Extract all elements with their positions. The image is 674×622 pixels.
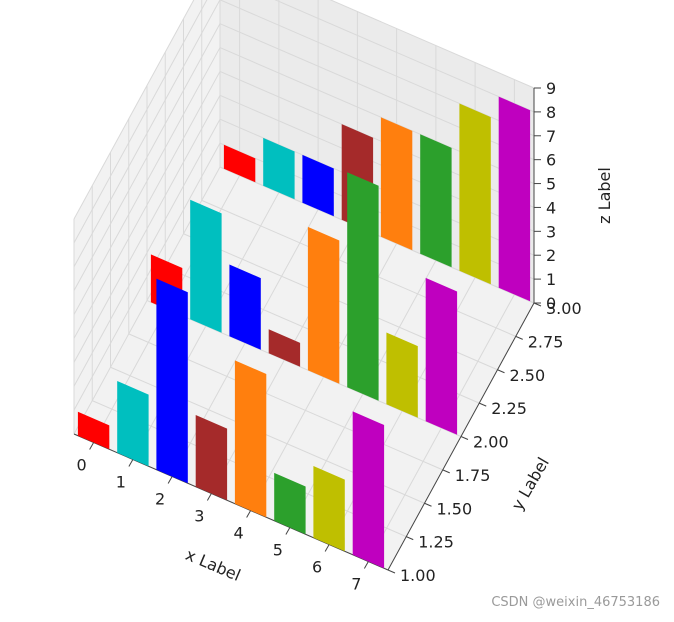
y-tick-label: 2.25 — [491, 399, 527, 418]
y-tick-label: 1.75 — [455, 466, 491, 485]
z-axis-label: z Label — [595, 167, 614, 224]
x-tick-mark — [324, 544, 330, 552]
bar — [274, 472, 306, 535]
bar — [347, 172, 379, 401]
back-pane — [220, 0, 534, 303]
x-tick-label: 7 — [351, 575, 361, 594]
y-tick-labels: 1.00 1.25 1.50 1.75 2.00 2.25 2.50 2.75 3.00 — [387, 299, 582, 585]
x-tick-label: 0 — [77, 456, 87, 475]
y-tick-mark — [442, 469, 450, 474]
y-tick-label: 1.50 — [437, 499, 473, 518]
grid-line-z — [73, 95, 221, 363]
y-tick-mark — [479, 402, 487, 407]
grid-line-z — [73, 118, 221, 387]
bar — [77, 411, 110, 450]
bar — [425, 277, 458, 435]
bar — [420, 134, 452, 268]
grid-line-z — [73, 23, 221, 291]
x-tick-labels: 0 1 2 3 4 5 6 7 — [77, 442, 369, 594]
y-tick-label: 2.00 — [473, 433, 509, 452]
y-tick-label: 2.75 — [528, 332, 564, 351]
x-tick-label: 5 — [273, 541, 283, 560]
z-tick-label: 1 — [546, 270, 556, 289]
bars — [77, 96, 531, 569]
bar — [156, 278, 188, 484]
grid-line-z — [73, 0, 208, 244]
y-tick-label: 2.50 — [510, 366, 546, 385]
y-axis-label: y Label — [508, 454, 553, 513]
z-tick-label: 8 — [546, 103, 556, 122]
bar — [498, 96, 531, 302]
grid-line-z — [73, 71, 221, 339]
y-tick-mark — [424, 502, 432, 507]
x-tick-label: 3 — [194, 507, 204, 526]
grid-line-z — [73, 47, 221, 315]
y-tick-mark — [460, 436, 469, 440]
bar — [307, 226, 340, 384]
bar — [234, 360, 267, 518]
bar — [459, 103, 491, 285]
grid-line-z — [329, 0, 535, 89]
z-tick-label: 6 — [546, 151, 556, 170]
grid-line-z — [73, 0, 221, 268]
z-tick-label: 5 — [546, 175, 556, 194]
bar — [195, 415, 228, 501]
z-tick-label: 2 — [546, 246, 556, 265]
z-tick-label: 7 — [546, 127, 556, 146]
y-tick-label: 3.00 — [546, 299, 582, 318]
bar — [229, 264, 261, 350]
bar — [190, 199, 222, 333]
x-axis-label: x Label — [183, 545, 244, 585]
z-tick-label: 9 — [546, 79, 556, 98]
x-tick-label: 6 — [312, 558, 322, 577]
x-tick-mark — [128, 459, 134, 467]
x-tick-mark — [246, 510, 252, 518]
bar — [223, 144, 256, 183]
bar — [302, 154, 334, 217]
z-tick-label: 4 — [546, 198, 556, 217]
grid-line-z — [274, 0, 535, 113]
x-tick-label: 2 — [155, 490, 165, 509]
z-tick-labels: 0 1 2 3 4 5 6 7 8 9 — [534, 79, 556, 313]
x-tick-label: 1 — [116, 473, 126, 492]
x-tick-mark — [363, 561, 369, 569]
y-tick-label: 1.00 — [400, 566, 436, 585]
watermark: CSDN @weixin_46753186 — [491, 595, 660, 610]
bar — [263, 137, 295, 200]
x-tick-mark — [167, 476, 173, 484]
x-tick-mark — [285, 527, 291, 535]
y-tick-mark — [406, 536, 414, 541]
grid-line-z — [73, 142, 221, 411]
y-tick-mark — [387, 569, 396, 574]
z-tick-label: 0 — [546, 294, 556, 313]
bar — [313, 466, 345, 552]
bar — [386, 332, 418, 418]
grid-line-z — [73, 0, 195, 220]
y-tick-mark — [497, 369, 505, 374]
x-tick-mark — [206, 493, 212, 501]
bar — [268, 329, 301, 367]
bar — [352, 411, 385, 569]
z-tick-label: 3 — [546, 222, 556, 241]
bar — [117, 381, 149, 467]
x-tick-label: 4 — [234, 524, 244, 543]
bar — [380, 117, 413, 251]
y-tick-mark — [515, 335, 523, 340]
y-tick-label: 1.25 — [418, 533, 454, 552]
grid-line-z — [219, 0, 535, 137]
x-tick-mark — [89, 442, 95, 450]
